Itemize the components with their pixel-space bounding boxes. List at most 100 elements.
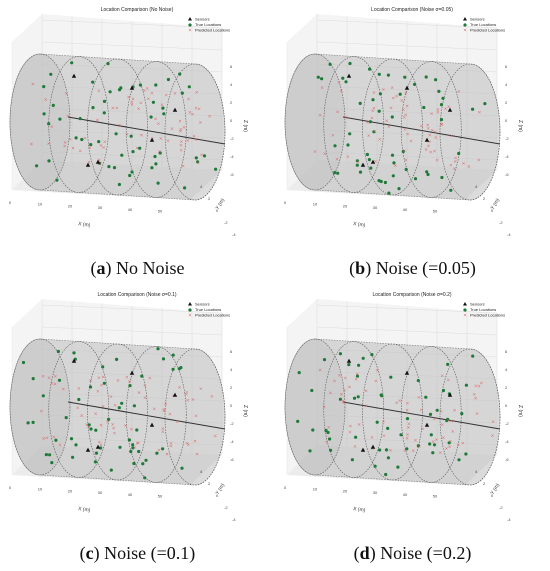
true-location-point (129, 449, 133, 454)
true-location-point (396, 465, 400, 469)
predicted-location-point (407, 426, 410, 429)
predicted-location-point (449, 439, 452, 443)
x-tick-label: 50 (433, 209, 438, 214)
true-location-point (377, 109, 381, 113)
true-location-point (150, 166, 154, 170)
predicted-location-point (421, 427, 424, 431)
true-location-point (183, 186, 187, 190)
true-location-point (316, 75, 320, 79)
predicted-location-point (446, 378, 450, 382)
true-location-point (308, 449, 312, 453)
z-axis-label: Z (m) (242, 405, 248, 417)
true-location-point (422, 105, 426, 110)
cylinder-ring (439, 348, 501, 486)
true-location-point (296, 419, 300, 423)
true-location-point (336, 171, 340, 175)
y-tick-label: 4 (200, 184, 203, 189)
predicted-location-point (462, 162, 465, 165)
predicted-location-point (193, 439, 197, 443)
z-tick-label: -4 (505, 439, 509, 444)
x-tick-label: 10 (38, 202, 43, 207)
true-location-point (118, 445, 122, 449)
true-location-point (357, 363, 361, 367)
legend-predicted-icon (188, 28, 192, 32)
y-tick-label: 2 (208, 196, 211, 201)
true-location-point (428, 412, 433, 416)
sensor-point (370, 159, 376, 164)
predicted-location-point (335, 157, 339, 161)
true-location-point (378, 448, 382, 452)
predicted-location-point (179, 128, 183, 131)
true-location-point (352, 396, 357, 400)
true-location-point (194, 156, 198, 160)
sensor-point (360, 162, 366, 167)
predicted-location-point (156, 122, 160, 126)
predicted-location-point (333, 379, 336, 383)
x-tick-label: 50 (158, 209, 163, 214)
true-location-point (109, 468, 113, 472)
true-location-point (429, 433, 433, 437)
predicted-location-point (409, 139, 413, 143)
predicted-location-point (346, 155, 350, 159)
predicted-location-point (118, 123, 121, 127)
true-location-point (132, 404, 136, 408)
z-tick-label: 0 (505, 118, 508, 123)
true-location-point (112, 166, 117, 170)
predicted-location-point (116, 379, 120, 382)
predicted-location-point (424, 148, 428, 151)
predicted-location-point (106, 420, 109, 424)
true-location-point (97, 140, 101, 144)
sensor-point (447, 392, 453, 397)
true-location-point (403, 75, 407, 79)
legend-true-icon (463, 23, 467, 27)
true-location-point (141, 462, 145, 466)
true-location-point (107, 417, 111, 421)
true-location-point (404, 167, 408, 172)
predicted-location-point (77, 387, 81, 390)
true-location-point (156, 347, 160, 351)
true-location-point (424, 75, 428, 79)
y-tick-label: 0 (491, 208, 494, 213)
x-tick-label: 20 (343, 488, 348, 493)
true-location-point (161, 106, 165, 110)
predicted-location-point (318, 368, 322, 372)
x-tick-label: 30 (373, 490, 378, 495)
predicted-location-point (373, 130, 377, 133)
true-location-point (107, 165, 111, 169)
predicted-location-point (125, 132, 129, 136)
chart-title: Location Comparison (Noise σ=0.1) (97, 292, 176, 298)
predicted-location-point (430, 128, 434, 132)
predicted-location-point (45, 436, 49, 440)
true-location-point (441, 388, 446, 393)
predicted-location-point (355, 372, 359, 376)
predicted-location-point (157, 448, 161, 452)
true-location-point (161, 357, 166, 361)
predicted-location-point (391, 96, 395, 100)
true-location-point (310, 388, 314, 393)
predicted-location-point (378, 137, 382, 141)
true-location-point (180, 466, 184, 470)
true-location-point (384, 472, 388, 477)
true-location-point (50, 461, 54, 465)
true-location-point (21, 360, 26, 365)
true-location-point (127, 438, 131, 442)
panel-c: Location Comparison (Noise σ=0.1) Sensors… (0, 285, 275, 570)
y-axis-label: Y (m) (490, 197, 502, 211)
predicted-location-point (53, 382, 57, 386)
x-tick-label: 0 (9, 485, 12, 490)
predicted-location-point (99, 144, 103, 147)
z-tick-label: 6 (505, 64, 508, 69)
z-tick-label: 2 (505, 385, 508, 390)
true-location-point (64, 416, 68, 420)
predicted-location-point (160, 103, 164, 107)
true-location-point (114, 132, 118, 136)
predicted-location-point (367, 134, 371, 137)
predicted-location-point (128, 380, 131, 383)
true-location-point (320, 77, 324, 81)
predicted-location-point (428, 140, 431, 144)
true-location-point (348, 132, 352, 136)
legend-label: Sensors (470, 302, 485, 307)
predicted-location-point (375, 369, 379, 372)
